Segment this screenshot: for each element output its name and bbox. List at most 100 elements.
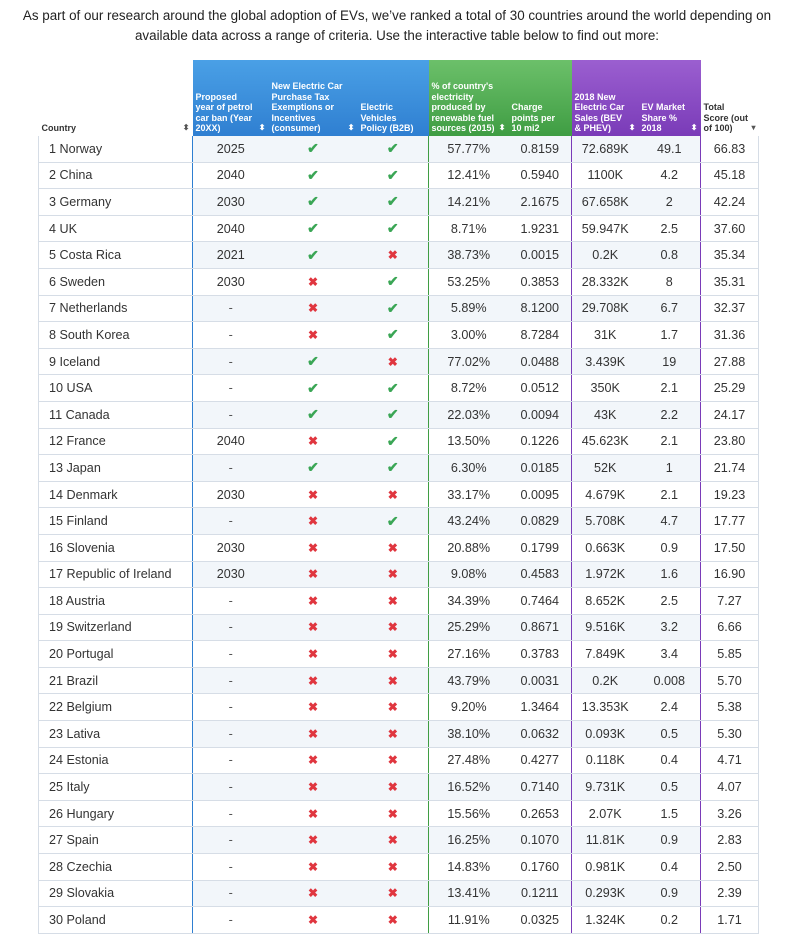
cell-country: 7 Netherlands (38, 295, 193, 323)
cell-ban-year: - (192, 640, 269, 668)
cell-ev-sales: 4.679K (571, 481, 639, 509)
cross-icon: ✖ (307, 434, 319, 449)
cell-total-score: 5.38 (700, 693, 759, 722)
cell-tax-incentives: ✖ (268, 481, 358, 509)
sort-icon[interactable]: ⬍ (182, 123, 190, 133)
cell-tax-incentives: ✖ (268, 800, 358, 828)
sort-icon[interactable]: ⬍ (258, 123, 266, 133)
cell-total-score: 25.29 (700, 374, 759, 402)
cell-market-share: 1.5 (638, 800, 701, 828)
cell-ev-policy: ✖ (357, 773, 429, 801)
cell-ev-policy: ✖ (357, 561, 429, 589)
table-row: 3 Germany 2030 ✔ ✔ 14.21% 2.1675 67.658K 2 42.24 (38, 188, 759, 216)
cell-ev-policy: ✔ (357, 454, 429, 482)
cell-market-share: 0.9 (638, 880, 701, 908)
table-row: 1 Norway 2025 ✔ ✔ 57.77% 0.8159 72.689K 49.1 66.… (38, 136, 759, 163)
table-row: 13 Japan - ✔ ✔ 6.30% 0.0185 52K 1 21.74 (38, 454, 759, 482)
table-row: 10 USA - ✔ ✔ 8.72% 0.0512 350K 2.1 25.29 (38, 374, 759, 402)
sort-icon[interactable]: ⬍ (690, 123, 698, 133)
cell-ban-year: 2030 (192, 188, 269, 216)
cell-country: 20 Portugal (38, 640, 193, 668)
cell-tax-incentives: ✖ (268, 880, 358, 908)
cross-icon: ✖ (387, 913, 398, 928)
cell-total-score: 27.88 (700, 348, 759, 376)
column-header-label: 2018 New Electric Car Sales (BEV & PHEV) (574, 91, 625, 134)
cell-ev-policy: ✖ (357, 667, 429, 695)
cell-market-share: 0.9 (638, 826, 701, 855)
cell-charge-points: 0.0632 (508, 720, 572, 748)
cell-ban-year: - (192, 587, 269, 615)
column-header-market-share[interactable]: EV Market Share % 2018 ⬍ (638, 60, 701, 136)
cell-ev-policy: ✔ (357, 428, 429, 456)
table-row: 9 Iceland - ✔ ✖ 77.02% 0.0488 3.439K 19 27.88 (38, 348, 759, 376)
column-header-country[interactable]: Country ⬍ (38, 60, 193, 136)
table-row: 26 Hungary - ✖ ✖ 15.56% 0.2653 2.07K 1.5 3.26 (38, 800, 759, 828)
cell-tax-incentives: ✔ (268, 188, 358, 216)
column-header-ev-sales[interactable]: 2018 New Electric Car Sales (BEV & PHEV)… (571, 60, 639, 136)
intro-line-1: As part of our research around the globa… (22, 8, 772, 23)
column-header-label: Charge points per 10 mi2 (511, 102, 556, 134)
cell-tax-incentives: ✖ (268, 534, 358, 562)
cell-ev-sales: 0.293K (571, 880, 639, 908)
cell-country: 3 Germany (38, 188, 193, 216)
cell-country: 14 Denmark (38, 481, 193, 509)
cell-charge-points: 1.3464 (508, 693, 572, 722)
sort-icon[interactable]: ▾ (751, 123, 756, 133)
column-header-ev-policy[interactable]: Electric Vehicles Policy (B2B) (357, 60, 429, 136)
cell-market-share: 2.1 (638, 481, 701, 509)
cell-tax-incentives: ✔ (268, 374, 358, 402)
table-row: 2 China 2040 ✔ ✔ 12.41% 0.5940 1100K 4.2 45.18 (38, 162, 759, 190)
cell-renewable: 8.71% (428, 215, 509, 243)
cell-charge-points: 0.0325 (508, 906, 572, 934)
column-header-tax-incentives[interactable]: New Electric Car Purchase Tax Exemptions… (268, 60, 358, 136)
cell-ban-year: - (192, 800, 269, 828)
cross-icon: ✖ (307, 673, 319, 688)
column-header-charge-points[interactable]: Charge points per 10 mi2 (508, 60, 572, 136)
cell-ev-policy: ✔ (357, 507, 429, 535)
cross-icon: ✖ (387, 859, 398, 874)
column-header-total-score[interactable]: Total Score (out of 100) ▾ (700, 60, 759, 136)
cell-country: 28 Czechia (38, 853, 193, 881)
cell-ev-sales: 0.663K (571, 534, 639, 562)
cross-icon: ✖ (307, 753, 319, 768)
cross-icon: ✖ (307, 780, 319, 795)
column-header-renewable[interactable]: % of country's electricity produced by r… (428, 60, 509, 136)
cell-market-share: 0.4 (638, 853, 701, 881)
cell-tax-incentives: ✖ (268, 667, 358, 695)
table-row: 8 South Korea - ✖ ✔ 3.00% 8.7284 31K 1.7 31.36 (38, 321, 759, 349)
cell-total-score: 2.83 (700, 826, 759, 855)
cell-market-share: 2.1 (638, 428, 701, 456)
cell-renewable: 3.00% (428, 321, 509, 349)
cell-ban-year: - (192, 507, 269, 535)
cell-ban-year: 2021 (192, 241, 269, 269)
cross-icon: ✖ (307, 567, 319, 582)
cell-total-score: 1.71 (700, 906, 759, 934)
cell-country: 10 USA (38, 374, 193, 402)
table-row: 27 Spain - ✖ ✖ 16.25% 0.1070 11.81K 0.9 2.83 (38, 826, 759, 855)
cell-ev-policy: ✖ (357, 826, 429, 855)
cell-renewable: 13.41% (428, 880, 509, 908)
cell-ev-policy: ✖ (357, 614, 429, 642)
cross-icon: ✖ (307, 806, 319, 821)
cross-icon: ✖ (307, 540, 319, 555)
sort-icon[interactable]: ⬍ (347, 123, 355, 133)
cell-charge-points: 8.1200 (508, 295, 572, 323)
cell-country: 5 Costa Rica (38, 241, 193, 269)
table-row: 11 Canada - ✔ ✔ 22.03% 0.0094 43K 2.2 24.17 (38, 401, 759, 429)
cell-country: 6 Sweden (38, 268, 193, 296)
column-header-ban-year[interactable]: Proposed year of petrol car ban (Year 20… (192, 60, 269, 136)
cell-ban-year: - (192, 667, 269, 695)
cell-renewable: 12.41% (428, 162, 509, 190)
check-icon: ✔ (386, 432, 399, 449)
sort-icon[interactable]: ⬍ (628, 123, 636, 133)
cell-ban-year: - (192, 773, 269, 801)
cell-renewable: 22.03% (428, 401, 509, 429)
cell-ev-policy: ✖ (357, 241, 429, 269)
cross-icon: ✖ (307, 274, 319, 289)
cell-tax-incentives: ✖ (268, 693, 358, 722)
column-header-label: Electric Vehicles Policy (B2B) (360, 102, 414, 134)
cell-tax-incentives: ✖ (268, 826, 358, 855)
check-icon: ✔ (307, 379, 319, 396)
cell-country: 30 Poland (38, 906, 193, 934)
sort-icon[interactable]: ⬍ (498, 123, 506, 133)
